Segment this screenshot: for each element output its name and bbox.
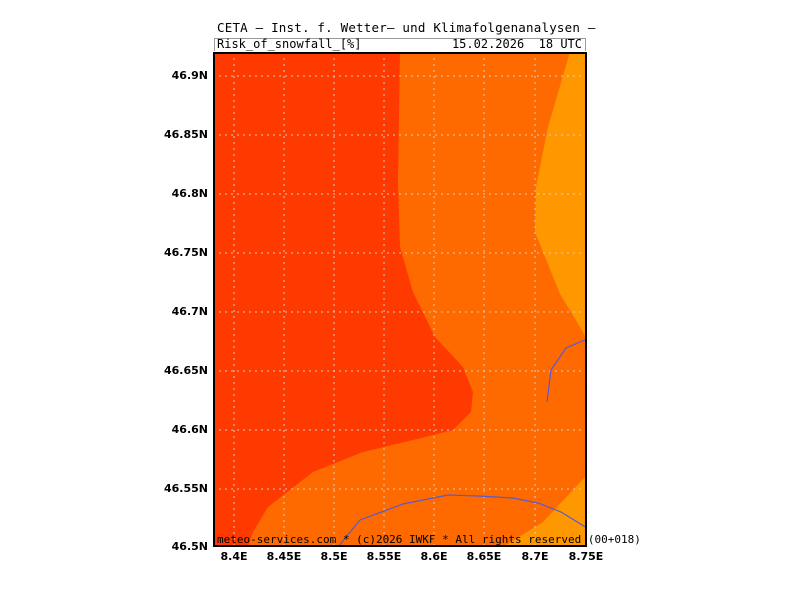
parameter-label: Risk_of_snowfall_[%]: [217, 37, 362, 51]
lon-tick-label: 8.7E: [521, 550, 549, 563]
copyright-notice: meteo-services.com * (c)2026 IWKF * All …: [217, 533, 641, 546]
lat-tick-label: 46.7N: [171, 305, 208, 318]
subheader-bar: Risk_of_snowfall_[%] 15.02.2026 18 UTC: [214, 37, 586, 51]
lon-tick-label: 8.6E: [420, 550, 448, 563]
risk-zone-high: [213, 52, 473, 547]
risk-zone-low-southeast: [503, 475, 587, 547]
forecast-datetime: 15.02.2026 18 UTC: [451, 37, 582, 51]
lat-tick-label: 46.5N: [171, 540, 208, 553]
lat-tick-label: 46.8N: [171, 187, 208, 200]
lat-lon-grid: [213, 52, 587, 547]
lon-tick-label: 8.65E: [466, 550, 502, 563]
lon-tick-label: 8.45E: [266, 550, 302, 563]
lat-tick-label: 46.6N: [171, 423, 208, 436]
lon-tick-label: 8.55E: [366, 550, 402, 563]
lat-tick-label: 46.75N: [164, 246, 208, 259]
lon-tick-label: 8.5E: [320, 550, 348, 563]
lon-tick-label: 8.4E: [220, 550, 248, 563]
map-title: CETA — Inst. f. Wetter— und Klimafolgena…: [217, 20, 596, 35]
lat-tick-label: 46.85N: [164, 128, 208, 141]
risk-zone-low: [535, 52, 587, 340]
lat-tick-label: 46.65N: [164, 364, 208, 377]
border-line-east: [546, 338, 587, 403]
border-line-south: [337, 494, 587, 547]
lat-tick-label: 46.9N: [171, 69, 208, 82]
risk-map-svg: [213, 52, 587, 547]
lon-tick-label: 8.75E: [568, 550, 604, 563]
lat-tick-label: 46.55N: [164, 482, 208, 495]
map-plot-area: [213, 52, 587, 547]
